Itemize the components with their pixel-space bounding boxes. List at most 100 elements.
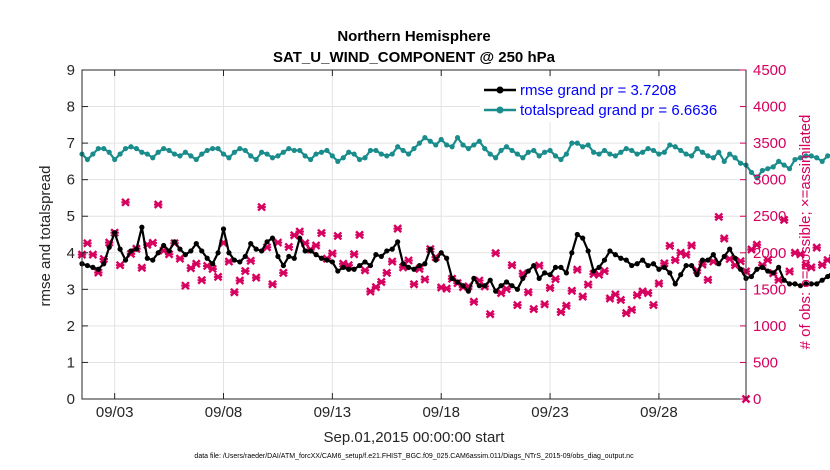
totalspread-point <box>460 142 466 148</box>
chart-title: Northern Hemisphere <box>337 28 490 45</box>
rmse-point <box>269 235 276 241</box>
y-right-tick-label: 4500 <box>753 62 786 79</box>
totalspread-point <box>803 153 809 159</box>
obs-point <box>670 255 680 265</box>
obs-point <box>442 284 452 293</box>
totalspread-point <box>139 149 145 155</box>
x-tick-label: 09/28 <box>640 404 678 421</box>
totalspread-point <box>667 142 673 148</box>
rmse-point <box>139 224 145 230</box>
totalspread-point <box>416 140 423 146</box>
obs-point <box>181 281 190 291</box>
totalspread-point <box>607 151 613 157</box>
rmse-point <box>395 239 401 245</box>
rmse-point <box>580 235 586 241</box>
y-left-tick-label: 5 <box>67 208 75 225</box>
totalspread-point <box>280 149 286 155</box>
rmse-point <box>438 250 444 256</box>
rmse-point <box>373 252 379 258</box>
totalspread-point <box>634 151 640 157</box>
rmse-point <box>101 261 107 267</box>
obs-point <box>382 268 392 278</box>
rmse-point <box>819 277 825 283</box>
x-tick-label: 09/18 <box>422 404 460 421</box>
axis-ticks: 09/03 09/08 09/13 09/18 09/23 09/28 0 1 2 3 4 5 6 7 8 9… <box>67 62 787 421</box>
rmse-point <box>155 250 161 256</box>
obs-point <box>812 243 822 253</box>
rmse-point <box>814 281 820 287</box>
obs-point <box>719 234 729 243</box>
totalspread-point <box>650 147 657 154</box>
rmse-point <box>705 257 711 263</box>
totalspread-point <box>678 147 684 154</box>
totalspread-point <box>269 155 276 161</box>
rmse-point <box>503 279 510 285</box>
rmse-point <box>634 261 640 267</box>
rmse-point <box>226 250 232 256</box>
totalspread-point <box>84 156 91 163</box>
totalspread-point <box>297 147 303 154</box>
obs-point <box>627 305 637 315</box>
obs-point <box>333 231 343 241</box>
y-axis-label-left: rmse and totalspread <box>37 166 54 307</box>
rmse-point <box>182 252 189 258</box>
totalspread-point <box>411 145 417 152</box>
totalspread-point <box>302 153 308 159</box>
obs-point <box>224 257 234 266</box>
rmse-point <box>737 266 744 272</box>
rmse-point <box>215 250 221 256</box>
totalspread-point <box>493 155 499 161</box>
obs-point <box>600 266 609 276</box>
rmse-point <box>259 248 265 254</box>
totalspread-point <box>128 144 134 150</box>
totalspread-point <box>770 164 776 170</box>
rmse-point <box>351 266 357 272</box>
obs-point <box>529 304 539 314</box>
obs-point <box>317 228 326 238</box>
rmse-point <box>188 248 194 254</box>
rmse-point <box>335 268 341 274</box>
obs-point <box>284 242 294 252</box>
totalspread-point <box>215 145 221 152</box>
totalspread-point <box>509 147 515 154</box>
rmse-point <box>302 248 308 254</box>
rmse-point <box>280 262 286 269</box>
totalspread-point <box>275 153 281 159</box>
rmse-point <box>732 255 738 261</box>
obs-point <box>115 260 125 270</box>
rmse-point <box>449 275 455 281</box>
rmse-point <box>122 257 129 263</box>
totalspread-point <box>531 147 537 154</box>
totalspread-point <box>781 162 787 168</box>
totalspread-point <box>808 153 814 159</box>
rmse-point <box>340 264 346 270</box>
obs-point <box>148 238 158 248</box>
y-left-tick-label: 1 <box>67 354 75 371</box>
data-file-footer: data file: /Users/raeder/DAI/ATM_forcXX/… <box>194 453 634 460</box>
totalspread-point <box>645 145 651 152</box>
totalspread-point <box>776 158 782 164</box>
rmse-point <box>607 248 613 254</box>
totalspread-point <box>171 151 178 157</box>
obs-point <box>567 286 577 296</box>
totalspread-point <box>313 151 319 157</box>
rmse-point <box>694 272 700 278</box>
rmse-point <box>422 261 428 267</box>
rmse-point <box>536 275 542 281</box>
obs-point <box>752 240 762 250</box>
rmse-point <box>803 281 809 287</box>
rmse-point <box>400 261 406 267</box>
rmse-point <box>427 246 433 252</box>
totalspread-point <box>792 156 798 163</box>
plot-frame <box>81 69 747 400</box>
rmse-point <box>688 262 695 269</box>
rmse-point <box>509 283 515 289</box>
rmse-point <box>493 288 499 294</box>
rmse-point <box>639 257 646 263</box>
rmse-point <box>563 270 569 276</box>
totalspread-point <box>122 145 129 152</box>
rmse-point <box>297 235 303 241</box>
obs-point <box>404 256 413 265</box>
rmse-point <box>542 270 548 276</box>
y-right-tick-label: 1000 <box>753 318 786 335</box>
